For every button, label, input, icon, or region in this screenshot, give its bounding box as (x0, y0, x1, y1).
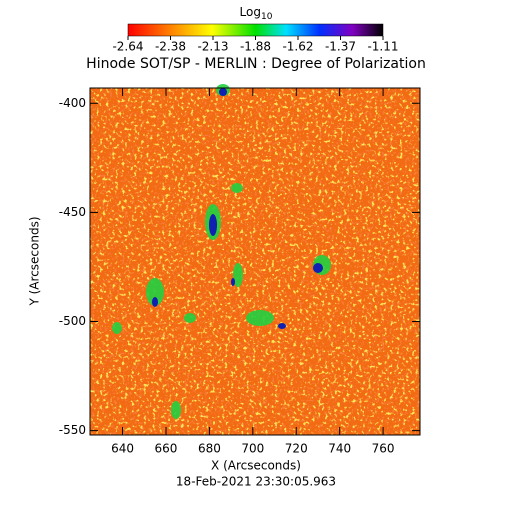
y-tick-label: -400 (59, 96, 86, 110)
image (90, 84, 420, 435)
colorbar-tick-label: -2.13 (197, 40, 228, 54)
colorbar-tick-label: -1.11 (367, 40, 398, 54)
colorbar-tick-label: -1.37 (325, 40, 356, 54)
y-axis-label: Y (Arcseconds) (28, 216, 42, 306)
plot-frame (89, 87, 421, 436)
x-tick-label: 740 (328, 442, 351, 456)
y-tick-label: -500 (59, 314, 86, 328)
y-tick-label: -550 (59, 423, 86, 437)
colorbar-tick-label: -2.64 (112, 40, 143, 54)
x-tick-label: 700 (241, 442, 264, 456)
colorbar-tick-label: -1.88 (240, 40, 271, 54)
x-axis-label: X (Arcseconds) (211, 459, 301, 473)
x-tick-label: 760 (372, 442, 395, 456)
x-tick-label: 640 (111, 442, 134, 456)
x-tick-label: 660 (155, 442, 178, 456)
colorbar (127, 23, 384, 37)
chart-title: Hinode SOT/SP - MERLIN : Degree of Polar… (86, 56, 426, 72)
colorbar-tick-label: -2.38 (155, 40, 186, 54)
colorbar-label: Log10 (240, 5, 273, 22)
footer: 18-Feb-2021 23:30:05.963 (176, 475, 336, 489)
y-tick-label: -450 (59, 205, 86, 219)
x-tick-label: 680 (198, 442, 221, 456)
colorbar-tick-label: -1.62 (282, 40, 313, 54)
x-tick-label: 720 (285, 442, 308, 456)
